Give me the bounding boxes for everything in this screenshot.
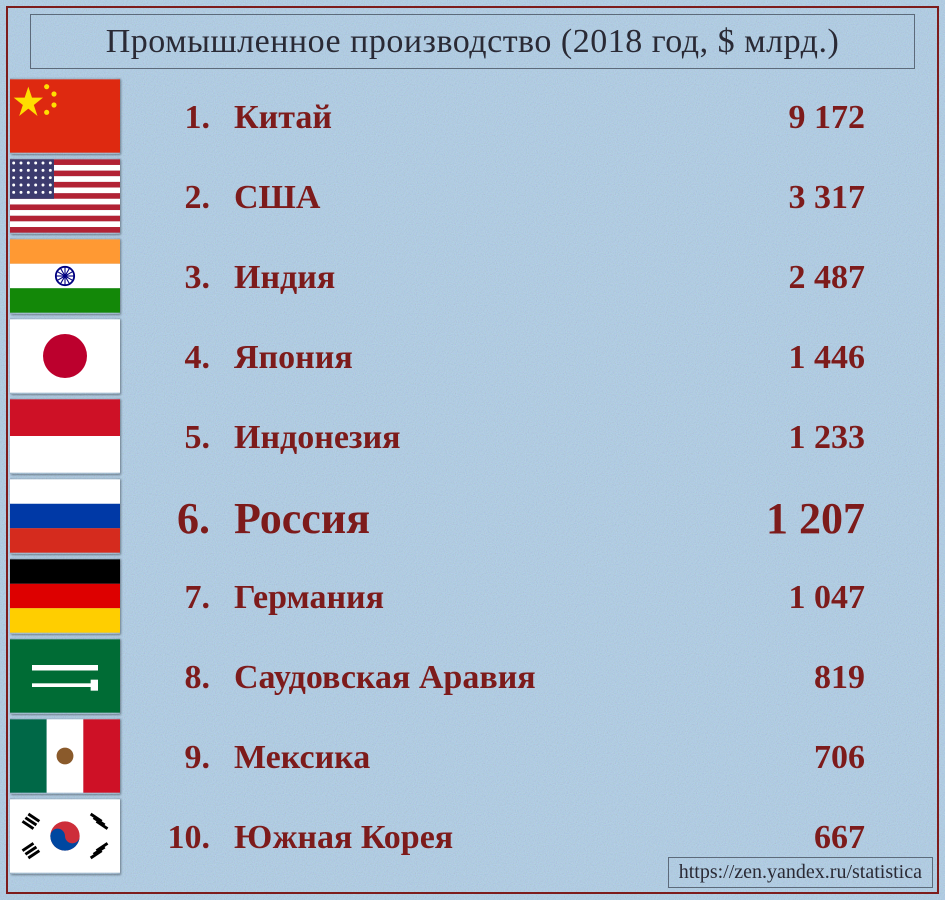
value-label: 1 207	[695, 493, 905, 544]
data-row: 2.США3 317	[150, 158, 905, 238]
flag-russia	[10, 478, 120, 554]
rank-label: 10.	[150, 819, 210, 857]
country-label: Китай	[210, 99, 695, 137]
rank-label: 8.	[150, 659, 210, 697]
source-text: https://zen.yandex.ru/statistica	[679, 861, 922, 883]
rank-label: 5.	[150, 419, 210, 457]
flag-china	[10, 78, 120, 154]
data-row: 5.Индонезия1 233	[150, 398, 905, 478]
country-label: Германия	[210, 579, 695, 617]
rank-label: 3.	[150, 259, 210, 297]
source-box: https://zen.yandex.ru/statistica	[668, 857, 933, 888]
value-label: 706	[695, 739, 905, 777]
flag-indonesia	[10, 398, 120, 474]
country-label: США	[210, 179, 695, 217]
data-row: 9.Мексика706	[150, 718, 905, 798]
rank-label: 6.	[150, 493, 210, 544]
flag-saudi	[10, 638, 120, 714]
data-row: 3.Индия2 487	[150, 238, 905, 318]
value-label: 3 317	[695, 179, 905, 217]
title-text: Промышленное производство (2018 год, $ м…	[106, 23, 840, 61]
rank-label: 4.	[150, 339, 210, 377]
country-label: Индонезия	[210, 419, 695, 457]
rank-label: 7.	[150, 579, 210, 617]
country-label: Мексика	[210, 739, 695, 777]
data-row: 6.Россия1 207	[150, 478, 905, 558]
value-label: 1 233	[695, 419, 905, 457]
country-label: Япония	[210, 339, 695, 377]
rank-label: 1.	[150, 99, 210, 137]
infographic-canvas: Промышленное производство (2018 год, $ м…	[0, 0, 945, 900]
flag-usa	[10, 158, 120, 234]
flag-skorea	[10, 798, 120, 874]
data-row: 4.Япония1 446	[150, 318, 905, 398]
value-label: 667	[695, 819, 905, 857]
rank-label: 2.	[150, 179, 210, 217]
country-label: Россия	[210, 493, 695, 544]
data-row: 7.Германия1 047	[150, 558, 905, 638]
value-label: 1 047	[695, 579, 905, 617]
country-label: Индия	[210, 259, 695, 297]
flag-india	[10, 238, 120, 314]
flag-germany	[10, 558, 120, 634]
value-label: 1 446	[695, 339, 905, 377]
title-box: Промышленное производство (2018 год, $ м…	[30, 14, 915, 69]
value-label: 9 172	[695, 99, 905, 137]
data-row: 8.Саудовская Аравия819	[150, 638, 905, 718]
data-rows: 1.Китай9 1722.США3 3173.Индия2 4874.Япон…	[150, 78, 905, 878]
country-label: Саудовская Аравия	[210, 659, 695, 697]
value-label: 2 487	[695, 259, 905, 297]
country-label: Южная Корея	[210, 819, 695, 857]
value-label: 819	[695, 659, 905, 697]
flag-column	[10, 78, 120, 878]
rank-label: 9.	[150, 739, 210, 777]
flag-mexico	[10, 718, 120, 794]
data-row: 1.Китай9 172	[150, 78, 905, 158]
flag-japan	[10, 318, 120, 394]
